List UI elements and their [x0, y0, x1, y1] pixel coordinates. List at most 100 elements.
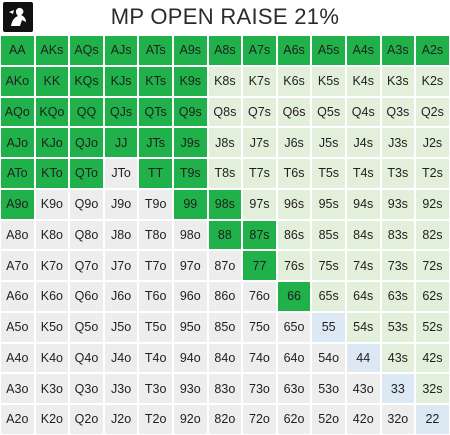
- hand-cell-83s: 83s: [380, 219, 416, 251]
- hand-cell-42s: 42s: [415, 342, 450, 374]
- hand-cell-63o: 63o: [276, 373, 312, 404]
- hand-cell-64s: 64s: [345, 281, 381, 312]
- hand-cell-A4o: A4o: [0, 342, 35, 374]
- hand-cell-KJs: KJs: [103, 65, 139, 97]
- hand-cell-92s: 92s: [415, 188, 450, 220]
- hand-cell-T3s: T3s: [380, 158, 416, 189]
- hand-cell-J3s: J3s: [380, 127, 416, 158]
- hand-cell-87o: 87o: [207, 250, 243, 281]
- hand-cell-88: 88: [207, 219, 243, 251]
- hand-cell-65o: 65o: [276, 311, 312, 343]
- hand-cell-K5o: K5o: [34, 311, 70, 343]
- hand-cell-52s: 52s: [415, 311, 450, 343]
- hand-cell-86s: 86s: [276, 219, 312, 251]
- hand-cell-AA: AA: [0, 35, 35, 66]
- hand-cell-62o: 62o: [276, 404, 312, 435]
- hand-cell-Q3s: Q3s: [380, 96, 416, 128]
- hand-cell-82o: 82o: [207, 404, 243, 435]
- hand-cell-77: 77: [242, 250, 277, 281]
- hand-cell-T3o: T3o: [138, 373, 173, 404]
- hand-cell-KQo: KQo: [34, 96, 70, 128]
- hand-cell-52o: 52o: [311, 404, 346, 435]
- hand-cell-T9o: T9o: [138, 188, 173, 220]
- hand-cell-95s: 95s: [311, 188, 346, 220]
- hand-cell-53s: 53s: [380, 311, 416, 343]
- hand-cell-Q5o: Q5o: [69, 311, 104, 343]
- hand-cell-A6o: A6o: [0, 281, 35, 312]
- hand-cell-87s: 87s: [242, 219, 277, 251]
- hand-cell-KTo: KTo: [34, 158, 70, 189]
- hand-cell-86o: 86o: [207, 281, 243, 312]
- hand-cell-Q2o: Q2o: [69, 404, 104, 435]
- hand-cell-T9s: T9s: [172, 158, 208, 189]
- hand-cell-Q6o: Q6o: [69, 281, 104, 312]
- hand-cell-75s: 75s: [311, 250, 346, 281]
- hand-cell-32s: 32s: [415, 373, 450, 404]
- hand-grid: AA AKs AQs AJs ATs A9s A8s A7s A6s A5s A4s A3s A2s AK…: [0, 35, 450, 435]
- hand-cell-75o: 75o: [242, 311, 277, 343]
- hand-cell-AJo: AJo: [0, 127, 35, 158]
- hand-cell-KQs: KQs: [69, 65, 104, 97]
- hand-cell-K4o: K4o: [34, 342, 70, 374]
- hand-cell-J5s: J5s: [311, 127, 346, 158]
- hand-cell-64o: 64o: [276, 342, 312, 374]
- hand-cell-T8s: T8s: [207, 158, 243, 189]
- hand-cell-K9s: K9s: [172, 65, 208, 97]
- hand-cell-84s: 84s: [345, 219, 381, 251]
- hand-cell-A2s: A2s: [415, 35, 450, 66]
- hand-cell-JTs: JTs: [138, 127, 173, 158]
- hand-cell-94s: 94s: [345, 188, 381, 220]
- hand-cell-62s: 62s: [415, 281, 450, 312]
- hand-cell-AKs: AKs: [34, 35, 70, 66]
- hand-cell-95o: 95o: [172, 311, 208, 343]
- hand-cell-73o: 73o: [242, 373, 277, 404]
- hand-cell-K2s: K2s: [415, 65, 450, 97]
- hand-cell-96o: 96o: [172, 281, 208, 312]
- logo: [3, 2, 33, 32]
- hand-cell-66: 66: [276, 281, 312, 312]
- chart-title: MP OPEN RAISE 21%: [110, 4, 340, 29]
- hand-cell-98o: 98o: [172, 219, 208, 251]
- hand-cell-J6s: J6s: [276, 127, 312, 158]
- hand-cell-54s: 54s: [345, 311, 381, 343]
- hand-cell-43o: 43o: [345, 373, 381, 404]
- hand-cell-J8s: J8s: [207, 127, 243, 158]
- hand-cell-A3s: A3s: [380, 35, 416, 66]
- hand-cell-Q9o: Q9o: [69, 188, 104, 220]
- hand-cell-T4o: T4o: [138, 342, 173, 374]
- hand-cell-T8o: T8o: [138, 219, 173, 251]
- hand-cell-73s: 73s: [380, 250, 416, 281]
- hand-cell-J9o: J9o: [103, 188, 139, 220]
- hand-cell-T2s: T2s: [415, 158, 450, 189]
- hand-cell-A8o: A8o: [0, 219, 35, 251]
- hand-cell-A7s: A7s: [242, 35, 277, 66]
- hand-cell-A9s: A9s: [172, 35, 208, 66]
- hand-cell-72o: 72o: [242, 404, 277, 435]
- hand-cell-85s: 85s: [311, 219, 346, 251]
- hand-cell-98s: 98s: [207, 188, 243, 220]
- hand-cell-QJs: QJs: [103, 96, 139, 128]
- hand-cell-ATs: ATs: [138, 35, 173, 66]
- hand-cell-72s: 72s: [415, 250, 450, 281]
- hand-cell-KTs: KTs: [138, 65, 173, 97]
- hand-cell-T6s: T6s: [276, 158, 312, 189]
- hand-cell-TT: TT: [138, 158, 173, 189]
- hand-cell-74o: 74o: [242, 342, 277, 374]
- hand-cell-54o: 54o: [311, 342, 346, 374]
- hand-cell-93o: 93o: [172, 373, 208, 404]
- hand-cell-74s: 74s: [345, 250, 381, 281]
- hand-cell-K7s: K7s: [242, 65, 277, 97]
- hand-cell-K7o: K7o: [34, 250, 70, 281]
- hand-cell-76s: 76s: [276, 250, 312, 281]
- hand-cell-A5s: A5s: [311, 35, 346, 66]
- hand-cell-A9o: A9o: [0, 188, 35, 220]
- hand-cell-QTo: QTo: [69, 158, 104, 189]
- hand-cell-K4s: K4s: [345, 65, 381, 97]
- hand-cell-32o: 32o: [380, 404, 416, 435]
- hand-cell-J9s: J9s: [172, 127, 208, 158]
- hand-cell-Q3o: Q3o: [69, 373, 104, 404]
- hand-cell-J2s: J2s: [415, 127, 450, 158]
- hand-cell-A2o: A2o: [0, 404, 35, 435]
- hand-cell-J6o: J6o: [103, 281, 139, 312]
- hand-cell-84o: 84o: [207, 342, 243, 374]
